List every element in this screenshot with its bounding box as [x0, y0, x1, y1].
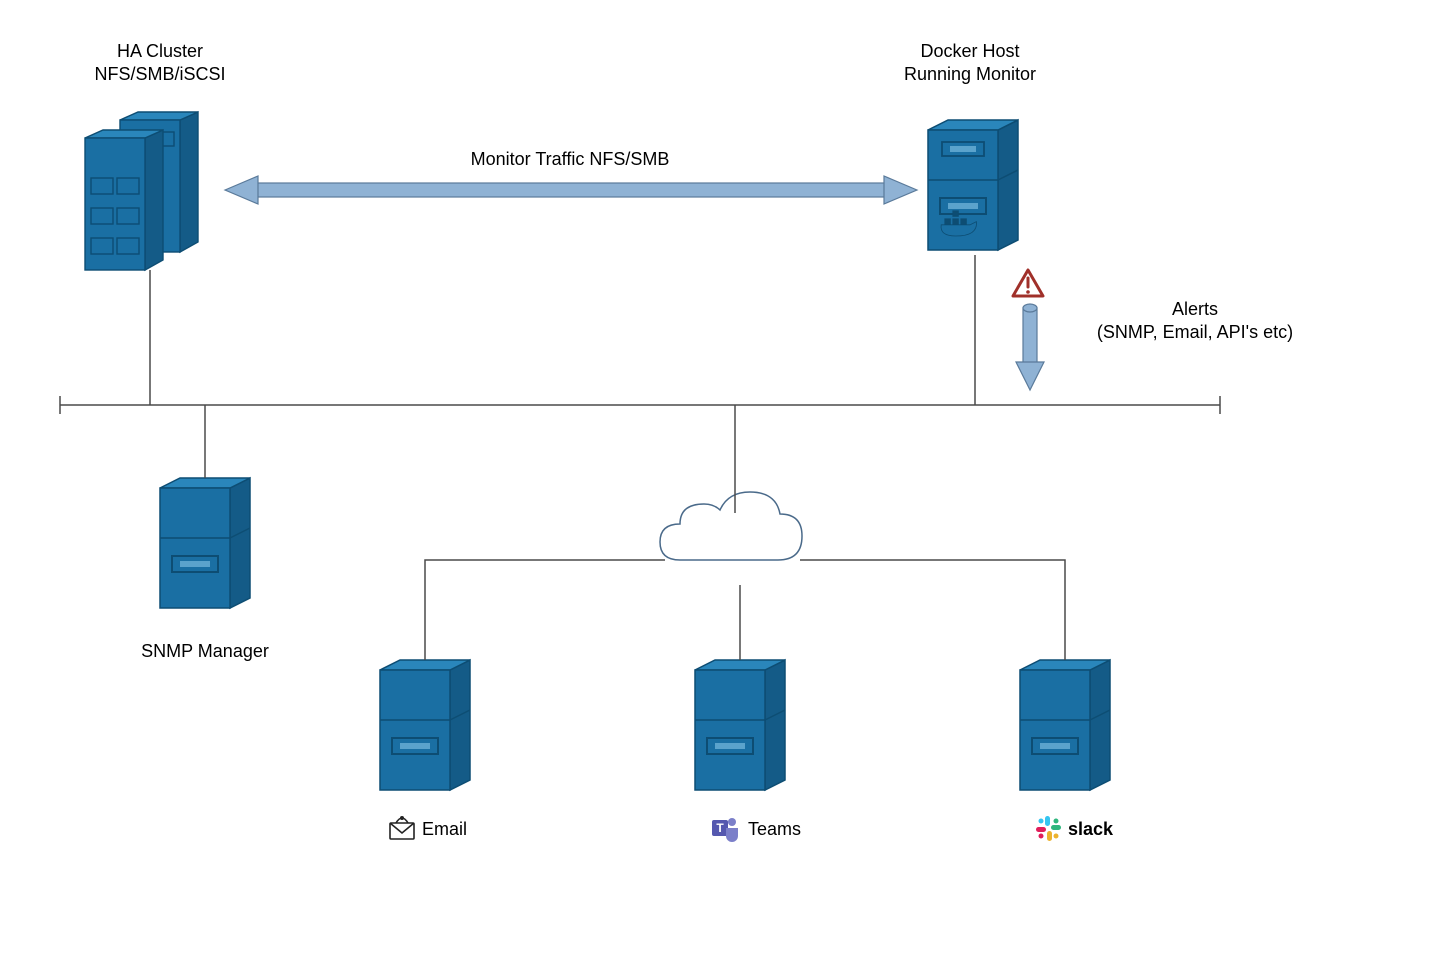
docker-host-label: Docker Host Running Monitor: [880, 40, 1060, 87]
warning-icon: [1013, 270, 1043, 296]
snmp-manager-label: SNMP Manager: [130, 640, 280, 663]
connectors: [150, 255, 1065, 660]
monitor-traffic-arrow: [225, 176, 917, 204]
slack-label: slack: [1068, 818, 1148, 841]
docker-host-icon: [928, 120, 1018, 250]
teams-server-icon: [695, 660, 785, 790]
ha-cluster-label: HA Cluster NFS/SMB/iSCSI: [70, 40, 250, 87]
cloud-icon: [660, 492, 802, 560]
email-label: Email: [422, 818, 502, 841]
teams-label: Teams: [748, 818, 828, 841]
diagram-canvas: T HA Cluster NFS/SMB/iSCSI Docker Host R…: [0, 0, 1440, 958]
svg-layer: T: [0, 0, 1440, 958]
bus-line: [60, 396, 1220, 414]
email-server-icon: [380, 660, 470, 790]
monitor-traffic-label: Monitor Traffic NFS/SMB: [450, 148, 690, 171]
alerts-arrow: [1016, 304, 1044, 390]
snmp-manager-icon: [160, 478, 250, 608]
slack-server-icon: [1020, 660, 1110, 790]
teams-icon: T: [712, 818, 738, 842]
slack-icon: [1036, 816, 1061, 841]
alerts-label: Alerts (SNMP, Email, API's etc): [1060, 298, 1330, 345]
svg-text:T: T: [716, 821, 724, 835]
email-icon: [390, 816, 414, 839]
ha-cluster-icon: [85, 112, 198, 270]
